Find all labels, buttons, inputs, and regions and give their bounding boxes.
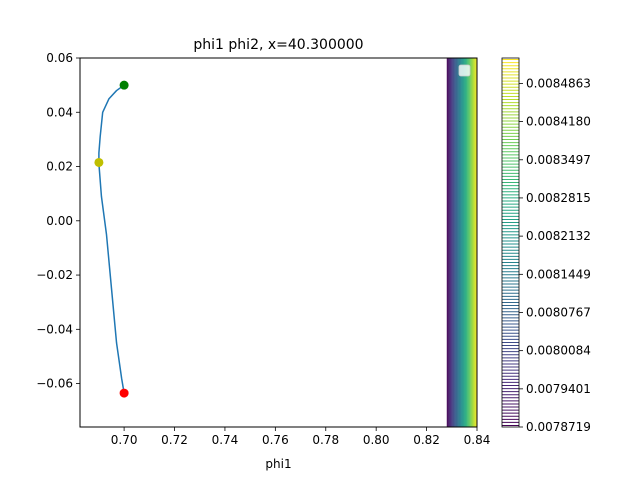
x-tick-label: 0.70	[111, 433, 138, 447]
x-tick-label: 0.82	[413, 433, 440, 447]
colorbar-tick-label: 0.0084180	[526, 115, 591, 129]
marker-start	[119, 80, 129, 90]
colorbar-tick-label: 0.0082815	[526, 191, 591, 205]
x-tick-label: 0.78	[312, 433, 339, 447]
x-axis-label: phi1	[265, 457, 291, 471]
y-tick-label: 0.06	[46, 51, 73, 65]
x-tick-label: 0.74	[212, 433, 239, 447]
x-tick-label: 0.80	[363, 433, 390, 447]
colorbar-tick-label: 0.0080767	[526, 305, 591, 319]
y-tick-label: −0.04	[36, 322, 73, 336]
colorbar-tick-label: 0.0084863	[526, 76, 591, 90]
contour-band	[446, 58, 477, 427]
chart-title: phi1 phi2, x=40.300000	[193, 37, 363, 53]
y-tick-label: 0.04	[46, 105, 73, 119]
colorbar-tick-label: 0.0083497	[526, 153, 591, 167]
colorbar-frame	[501, 57, 520, 428]
marker-mid	[94, 157, 104, 167]
y-tick-label: 0.00	[46, 214, 73, 228]
colorbar-tick-label: 0.0080084	[526, 344, 591, 358]
y-tick-label: 0.02	[46, 160, 73, 174]
plot-frame	[79, 57, 478, 428]
x-tick-label: 0.76	[262, 433, 289, 447]
colorbar-tick-label: 0.0078719	[526, 420, 591, 434]
series-line-trajectory	[98, 84, 125, 394]
marker-end	[119, 388, 129, 398]
legend-box	[458, 64, 471, 77]
colorbar-tick-label: 0.0082132	[526, 229, 591, 243]
x-tick-label: 0.84	[464, 433, 491, 447]
y-tick-label: −0.02	[36, 268, 73, 282]
colorbar-tick-label: 0.0081449	[526, 267, 591, 281]
y-tick-label: −0.06	[36, 377, 73, 391]
colorbar-tick-label: 0.0079401	[526, 382, 591, 396]
x-tick-label: 0.72	[161, 433, 188, 447]
